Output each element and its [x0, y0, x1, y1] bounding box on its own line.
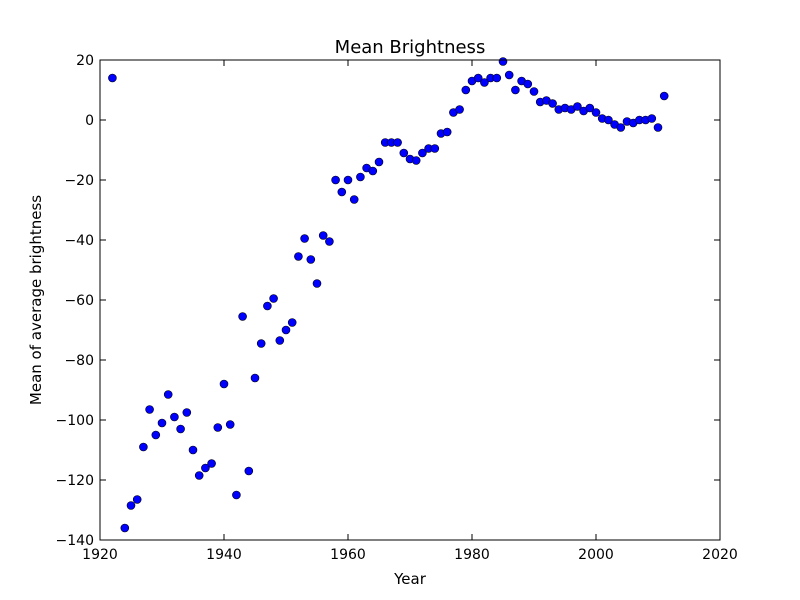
data-point — [263, 301, 272, 311]
data-point — [275, 336, 285, 345]
data-point — [411, 156, 421, 165]
data-point — [616, 123, 626, 132]
data-point — [492, 73, 502, 83]
x-tick-label: 1920 — [82, 547, 118, 563]
data-point — [343, 175, 353, 185]
data-point — [325, 237, 334, 246]
data-point — [281, 325, 291, 335]
data-point — [349, 195, 359, 204]
data-point — [548, 99, 557, 108]
data-point — [182, 408, 192, 417]
data-point — [653, 123, 663, 132]
data-point — [213, 423, 223, 432]
data-point — [523, 79, 533, 89]
data-point — [126, 501, 136, 510]
data-point — [374, 157, 384, 167]
data-point — [120, 523, 130, 533]
data-point — [219, 379, 229, 389]
plot-area-frame — [99, 59, 721, 541]
data-point — [337, 187, 347, 197]
data-point — [573, 102, 582, 111]
y-axis-ticks: 20 0 −20 −40 −60 −80 −100 −120 −140 — [56, 53, 720, 549]
data-point — [442, 127, 452, 137]
y-tick-label: −40 — [64, 233, 94, 249]
x-tick-label: 1980 — [454, 547, 490, 563]
data-point — [356, 172, 365, 182]
data-point — [145, 405, 154, 414]
data-point — [238, 312, 247, 321]
x-axis-label: Year — [393, 570, 427, 588]
data-point — [659, 91, 669, 101]
data-point — [201, 463, 210, 473]
x-tick-label: 2000 — [578, 547, 614, 563]
data-point — [269, 294, 278, 303]
data-point — [139, 442, 148, 452]
y-tick-label: −120 — [56, 473, 94, 489]
data-point — [368, 166, 378, 176]
data-point — [430, 144, 440, 153]
y-axis-label: Mean of average brightness — [27, 195, 45, 405]
data-point — [331, 175, 340, 185]
data-point — [163, 390, 173, 399]
data-point — [312, 279, 322, 288]
data-point — [176, 424, 185, 434]
data-point — [250, 373, 260, 383]
data-point — [132, 495, 142, 504]
chart-title: Mean Brightness — [335, 37, 486, 58]
data-point — [504, 70, 514, 80]
data-point — [157, 418, 167, 428]
data-point — [511, 85, 520, 95]
data-point — [294, 252, 303, 261]
data-point — [529, 87, 539, 96]
data-point — [585, 103, 595, 113]
y-tick-label: −20 — [64, 173, 94, 189]
y-tick-label: −140 — [56, 533, 94, 549]
data-point — [170, 412, 179, 422]
data-point — [604, 115, 613, 125]
y-tick-label: 20 — [76, 53, 94, 69]
data-point — [151, 430, 161, 440]
y-tick-label: −80 — [64, 353, 94, 369]
x-tick-label: 1940 — [206, 547, 242, 563]
data-point — [591, 108, 601, 117]
y-tick-label: −60 — [64, 293, 94, 309]
data-point — [498, 57, 508, 66]
data-points — [108, 57, 669, 533]
y-tick-label: −100 — [56, 413, 94, 429]
data-point — [300, 234, 309, 243]
data-point — [108, 73, 117, 83]
data-point — [418, 148, 427, 158]
data-point — [399, 148, 409, 158]
data-point — [188, 445, 198, 455]
data-point — [461, 85, 471, 95]
data-point — [194, 471, 204, 480]
data-point — [244, 466, 254, 476]
x-tick-label: 1960 — [330, 547, 366, 563]
data-point — [256, 339, 266, 348]
data-point — [455, 105, 464, 114]
data-point — [287, 318, 297, 327]
data-point — [318, 231, 328, 240]
data-point — [473, 73, 483, 83]
data-point — [306, 255, 316, 264]
data-point — [207, 459, 216, 468]
data-point — [647, 114, 657, 123]
data-point — [232, 490, 241, 500]
x-tick-label: 2020 — [702, 547, 738, 563]
x-axis-ticks: 1920 1940 1960 1980 2000 2020 — [82, 60, 738, 563]
y-tick-label: 0 — [85, 113, 94, 129]
data-point — [225, 420, 235, 429]
data-point — [393, 138, 402, 147]
data-point — [480, 78, 489, 87]
